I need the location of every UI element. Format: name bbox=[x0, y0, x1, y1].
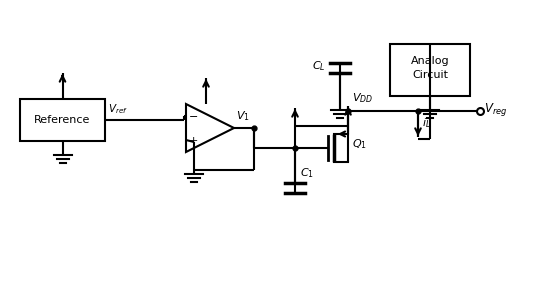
Text: $V_{DD}$: $V_{DD}$ bbox=[352, 91, 373, 105]
Text: $V_{reg}$: $V_{reg}$ bbox=[484, 102, 507, 118]
Bar bbox=[20, 99, 105, 141]
Text: $V_1$: $V_1$ bbox=[236, 109, 250, 123]
Text: $i_L$: $i_L$ bbox=[422, 116, 431, 130]
Text: $-$: $-$ bbox=[188, 110, 198, 120]
Text: $V_{ref}$: $V_{ref}$ bbox=[108, 102, 128, 116]
Text: $C_L$: $C_L$ bbox=[312, 59, 326, 73]
Text: Reference: Reference bbox=[34, 115, 91, 125]
Text: Analog
Circuit: Analog Circuit bbox=[410, 57, 449, 80]
Bar bbox=[390, 44, 470, 96]
Text: $C_1$: $C_1$ bbox=[300, 166, 314, 180]
Text: $+$: $+$ bbox=[188, 136, 198, 147]
Text: $Q_1$: $Q_1$ bbox=[352, 137, 367, 151]
